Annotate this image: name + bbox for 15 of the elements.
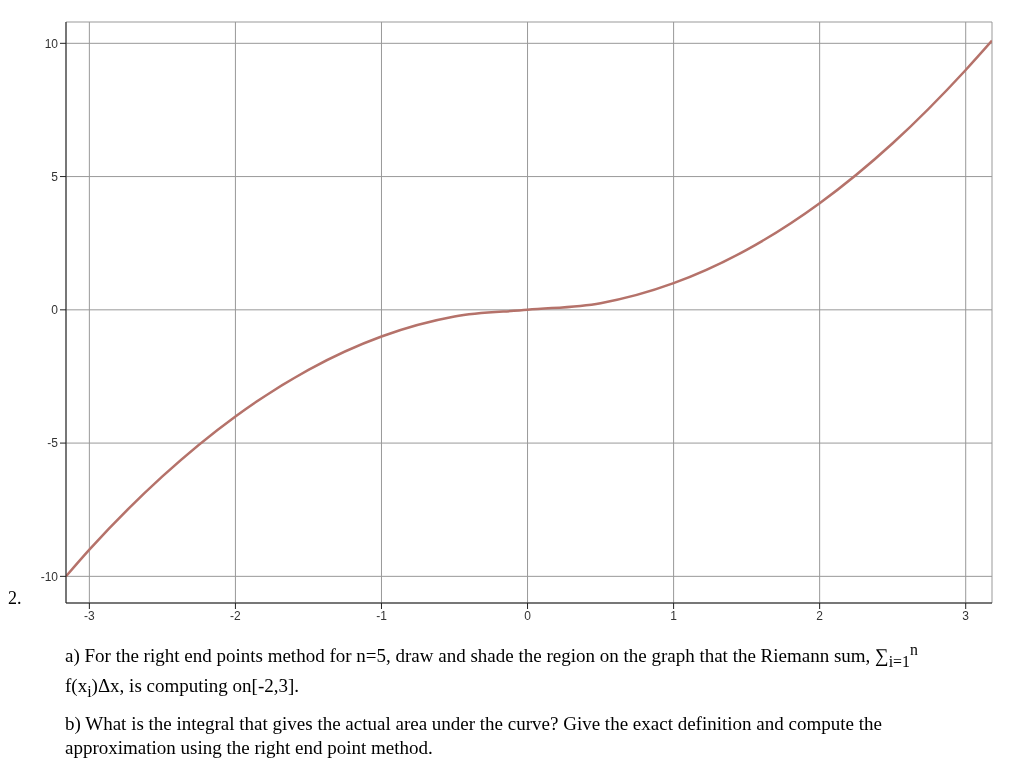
x-tick-label: 3 (962, 608, 970, 623)
text: b) What is the integral that gives the actual area under the curve? Give the exact definition and compute the approximation using the right end point method. (65, 711, 883, 760)
x-tick-label: 2 (816, 608, 824, 623)
x-tick-label: 1 (670, 608, 678, 623)
x-tick-label: -3 (84, 608, 96, 623)
text: 2. (8, 588, 22, 609)
y-tick-label: -5 (47, 436, 59, 451)
y-tick-label: 5 (51, 169, 59, 184)
line-series (66, 39, 992, 578)
y-tick-label: -10 (40, 569, 59, 584)
x-tick-label: -2 (230, 608, 242, 623)
y-tick-label: 0 (51, 303, 59, 318)
x-tick-label: 0 (524, 608, 532, 623)
y-tick-label: 10 (44, 36, 59, 51)
x-tick-label: -1 (376, 608, 388, 623)
